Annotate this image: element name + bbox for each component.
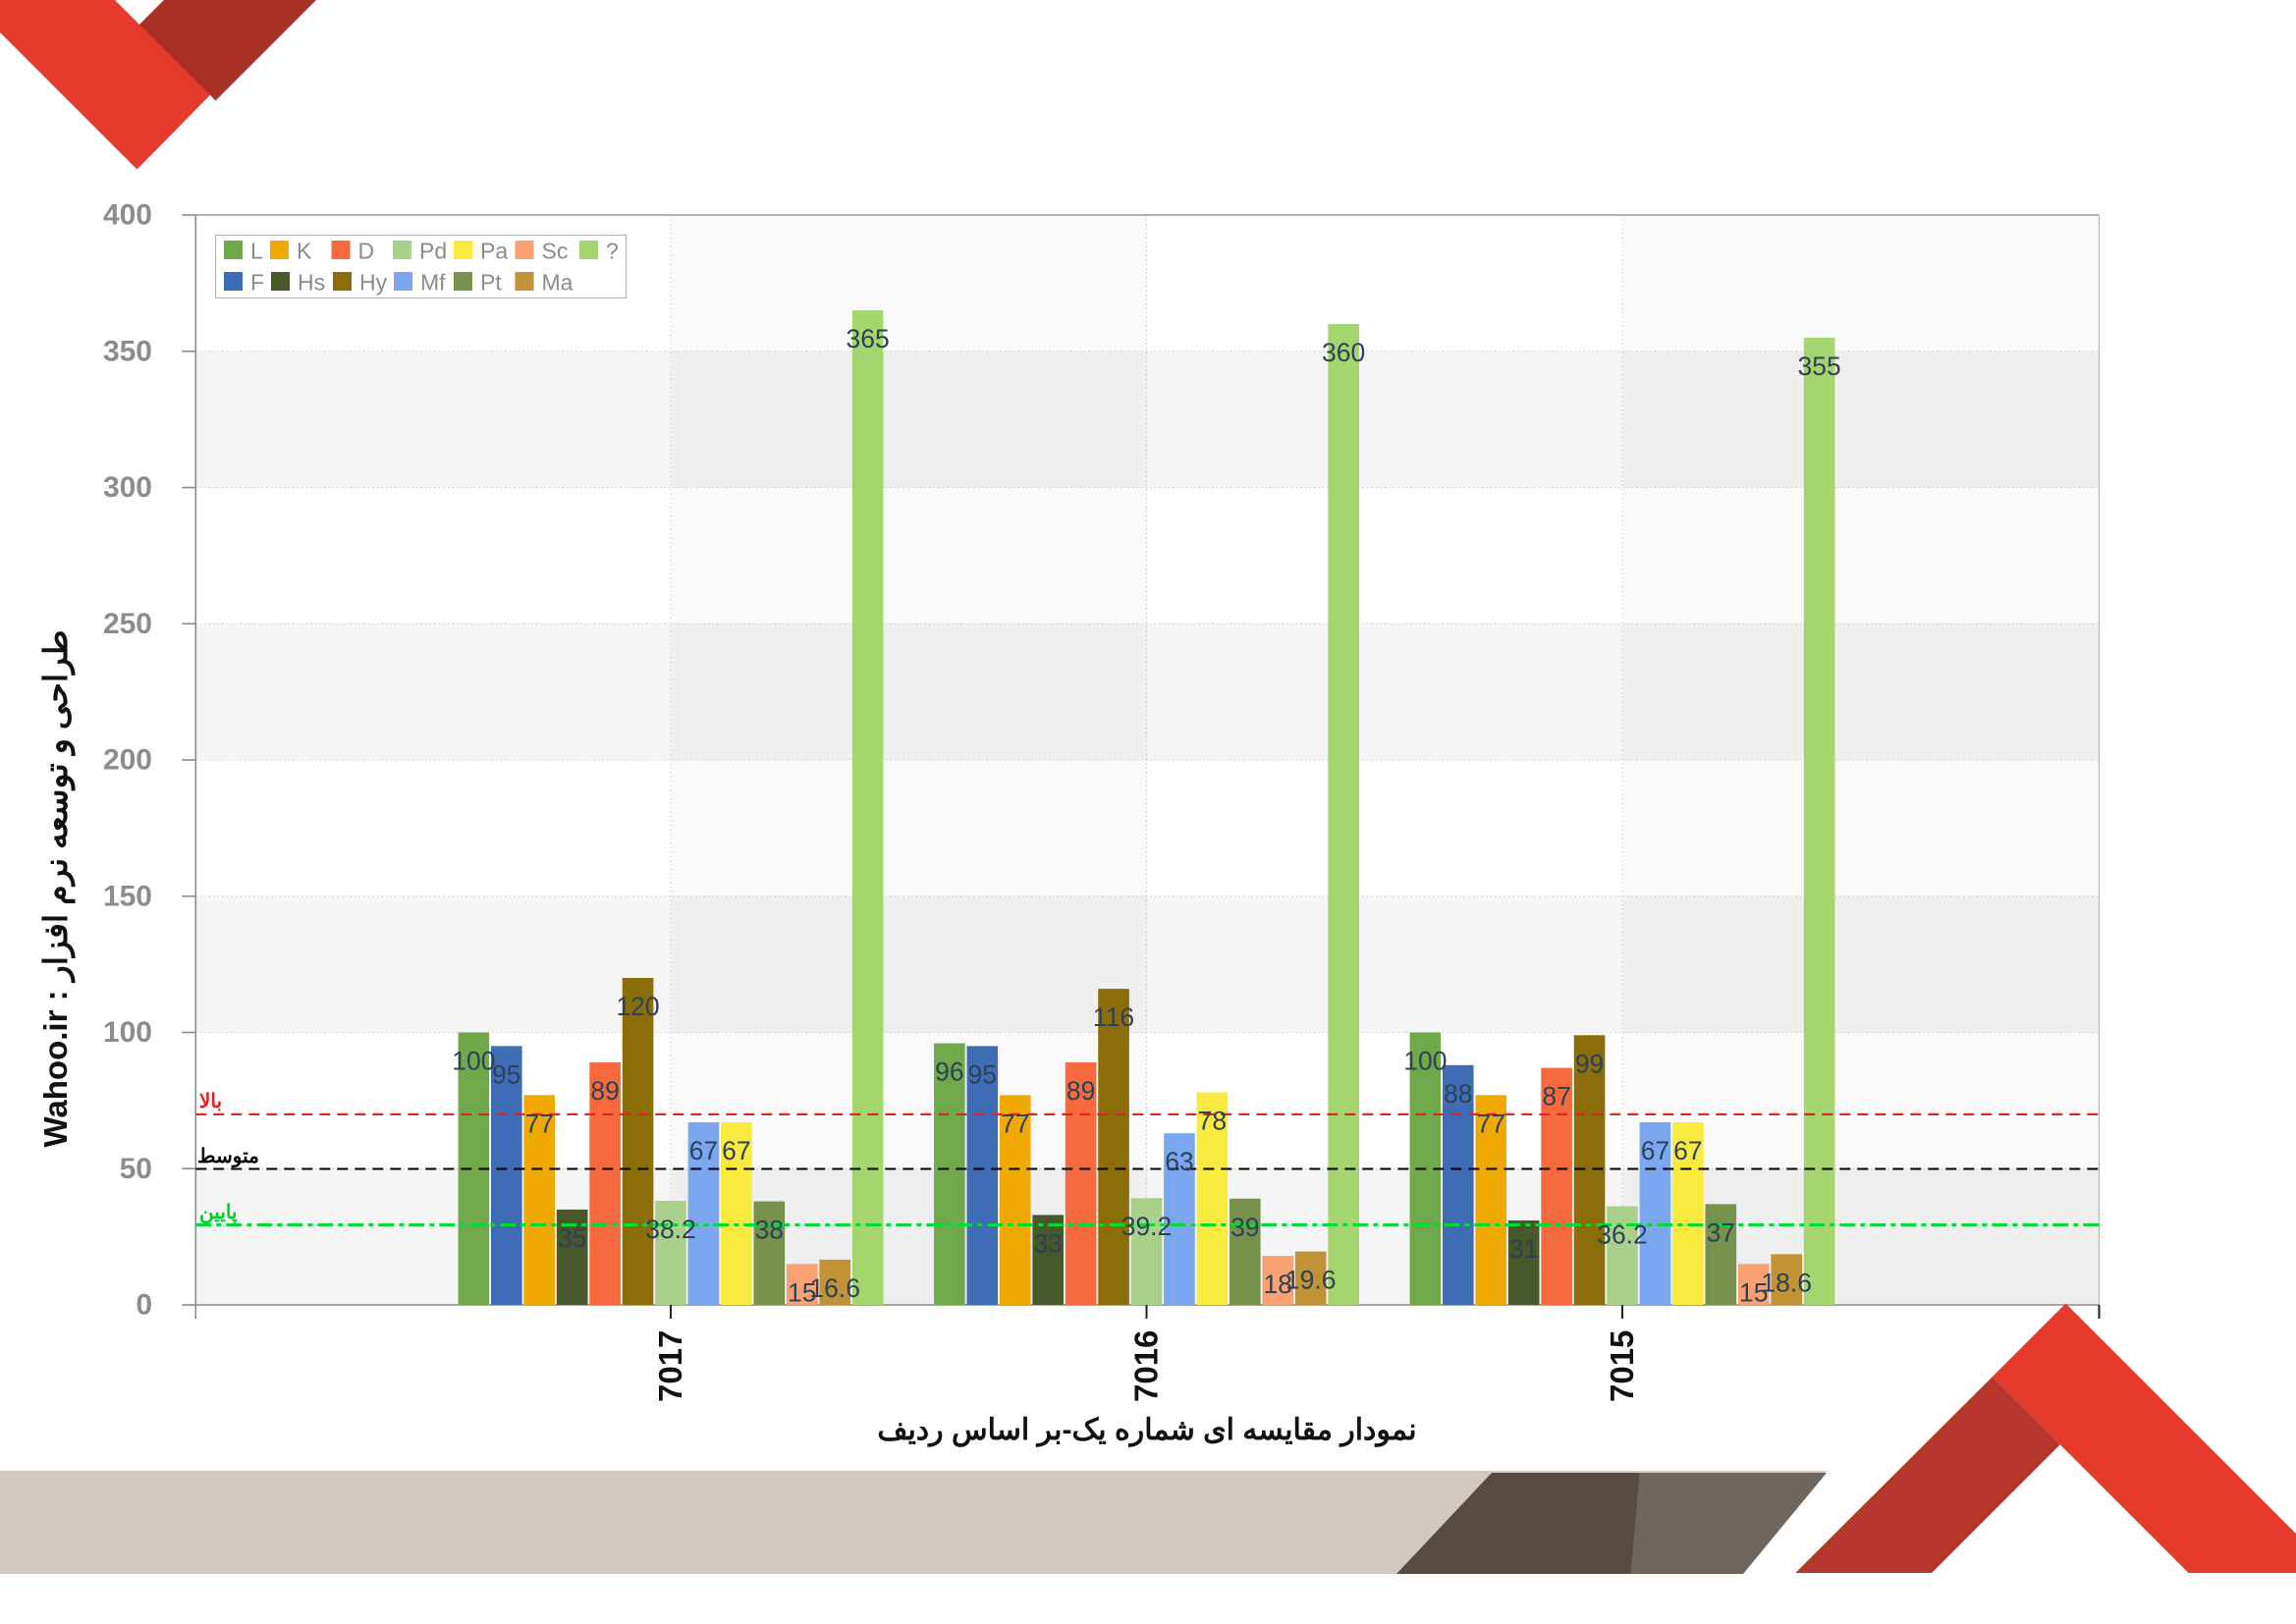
svg-text:100: 100 xyxy=(452,1047,495,1076)
svg-text:88: 88 xyxy=(1444,1079,1472,1109)
svg-text:89: 89 xyxy=(590,1076,619,1106)
svg-text:19.6: 19.6 xyxy=(1285,1266,1337,1295)
svg-text:100: 100 xyxy=(1403,1047,1447,1076)
svg-text:35: 35 xyxy=(558,1223,586,1253)
svg-text:67: 67 xyxy=(1641,1136,1669,1165)
svg-text:95: 95 xyxy=(492,1059,520,1089)
svg-text:95: 95 xyxy=(968,1059,997,1089)
svg-text:18: 18 xyxy=(1264,1270,1292,1299)
svg-text:87: 87 xyxy=(1542,1082,1570,1111)
svg-text:Hy: Hy xyxy=(359,270,388,296)
svg-text:89: 89 xyxy=(1066,1076,1095,1106)
svg-text:K: K xyxy=(297,239,312,264)
svg-text:200: 200 xyxy=(103,744,152,777)
svg-text:Pt: Pt xyxy=(480,270,502,296)
svg-text:67: 67 xyxy=(1673,1136,1702,1165)
svg-text:Pd: Pd xyxy=(419,239,447,264)
svg-text:78: 78 xyxy=(1198,1107,1227,1136)
svg-text:15: 15 xyxy=(788,1277,816,1307)
svg-text:355: 355 xyxy=(1798,352,1841,381)
svg-text:150: 150 xyxy=(103,880,152,912)
svg-text:بالا: بالا xyxy=(199,1091,222,1112)
svg-text:67: 67 xyxy=(689,1136,718,1165)
svg-text:400: 400 xyxy=(103,199,152,232)
svg-text:7017: 7017 xyxy=(652,1330,688,1402)
svg-text:350: 350 xyxy=(103,335,152,367)
svg-text:7016: 7016 xyxy=(1128,1330,1165,1402)
svg-text:36.2: 36.2 xyxy=(1597,1220,1648,1250)
svg-text:365: 365 xyxy=(847,324,890,353)
svg-text:L: L xyxy=(250,239,263,264)
svg-text:116: 116 xyxy=(1093,1002,1134,1032)
svg-text:Sc: Sc xyxy=(542,239,569,264)
svg-text:77: 77 xyxy=(1001,1109,1029,1138)
svg-text:38: 38 xyxy=(755,1216,784,1245)
svg-text:250: 250 xyxy=(103,608,152,640)
svg-text:67: 67 xyxy=(722,1136,750,1165)
svg-text:18.6: 18.6 xyxy=(1761,1268,1812,1297)
svg-text:Wahoo.ir : طراحی و توسعه نرم ا: Wahoo.ir : طراحی و توسعه نرم افزار xyxy=(37,630,76,1148)
svg-text:31: 31 xyxy=(1509,1234,1538,1264)
svg-text:63: 63 xyxy=(1165,1147,1193,1176)
svg-text:متوسط: متوسط xyxy=(197,1146,259,1168)
svg-text:16.6: 16.6 xyxy=(809,1273,860,1303)
svg-text:نمودار مقایسه ای شماره یک-بر ا: نمودار مقایسه ای شماره یک-بر اساس ردیف xyxy=(877,1414,1416,1447)
svg-text:Pa: Pa xyxy=(480,239,508,264)
svg-text:Hs: Hs xyxy=(298,270,325,296)
svg-text:120: 120 xyxy=(616,992,659,1021)
svg-text:33: 33 xyxy=(1033,1228,1062,1258)
svg-text:0: 0 xyxy=(136,1289,152,1322)
svg-text:77: 77 xyxy=(1476,1109,1504,1138)
svg-text:Mf: Mf xyxy=(420,270,446,296)
svg-text:پایین: پایین xyxy=(199,1202,238,1224)
svg-text:50: 50 xyxy=(120,1153,152,1185)
svg-text:38.2: 38.2 xyxy=(645,1215,696,1244)
svg-text:15: 15 xyxy=(1739,1277,1768,1307)
svg-text:?: ? xyxy=(606,239,619,264)
svg-text:D: D xyxy=(358,239,375,264)
svg-text:F: F xyxy=(250,270,264,296)
svg-text:96: 96 xyxy=(935,1057,963,1087)
svg-text:39.2: 39.2 xyxy=(1121,1212,1173,1241)
svg-text:360: 360 xyxy=(1322,338,1365,367)
svg-text:99: 99 xyxy=(1575,1049,1604,1078)
svg-text:7015: 7015 xyxy=(1604,1330,1640,1402)
svg-text:300: 300 xyxy=(103,471,152,504)
svg-text:37: 37 xyxy=(1707,1218,1735,1247)
svg-text:39: 39 xyxy=(1230,1213,1259,1242)
svg-text:100: 100 xyxy=(103,1016,152,1049)
svg-text:Ma: Ma xyxy=(542,270,574,296)
svg-text:77: 77 xyxy=(524,1109,553,1138)
